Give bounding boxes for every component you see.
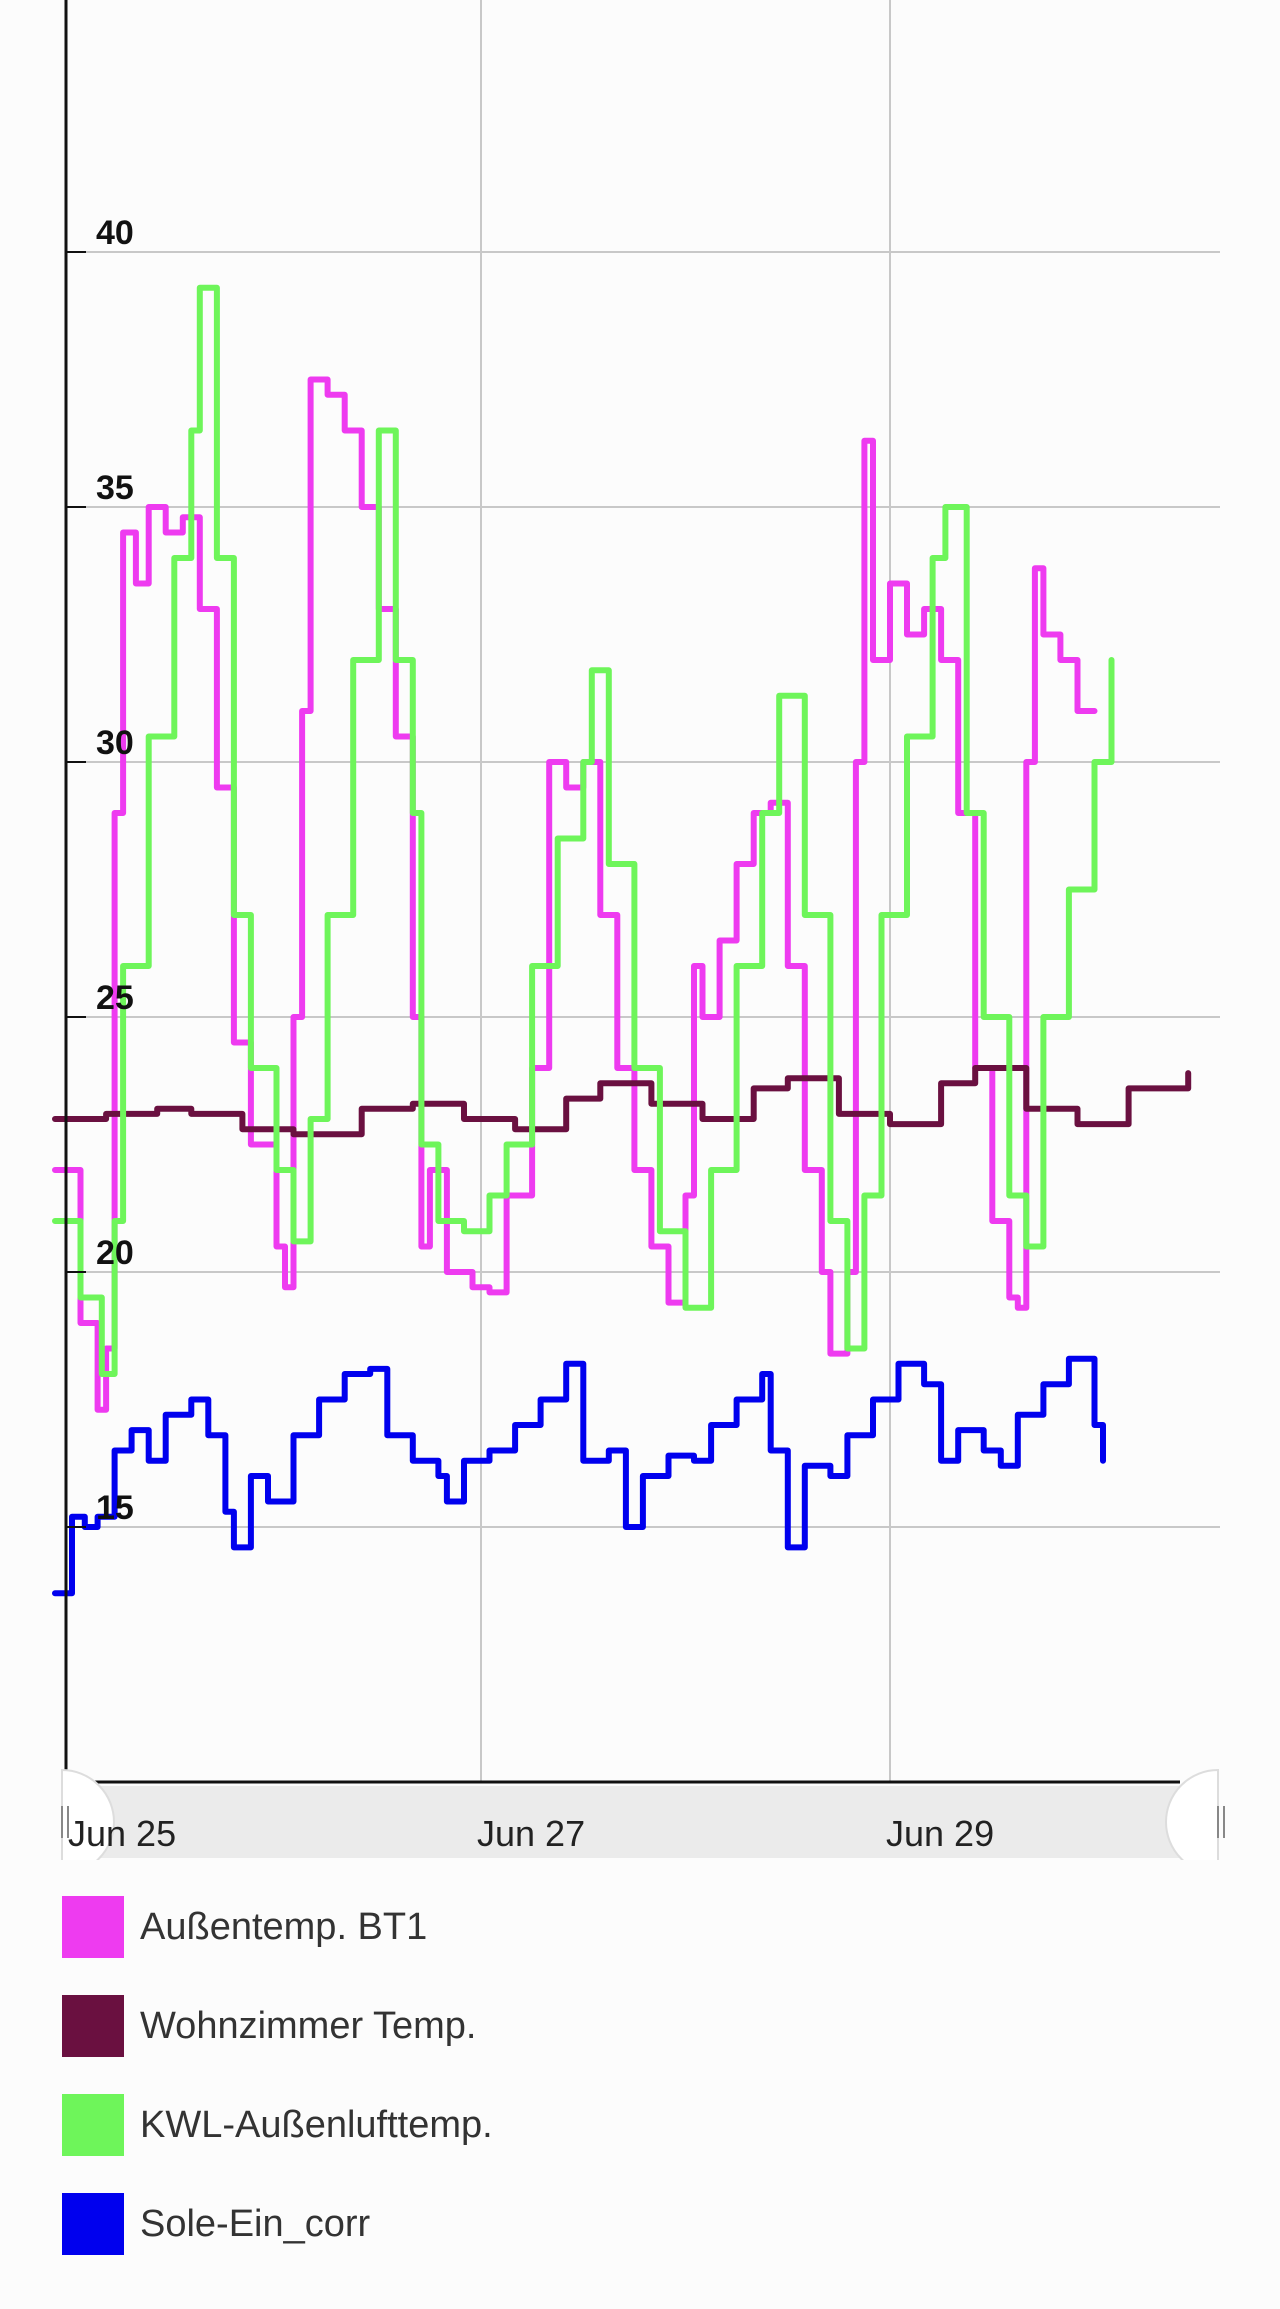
series-line xyxy=(52,284,1115,1377)
y-tick-label: 25 xyxy=(96,979,134,1017)
legend: Außentemp. BT1 Wohnzimmer Temp. KWL-Auße… xyxy=(62,1895,493,2291)
series-line xyxy=(52,1355,1106,1597)
y-tick-label: 30 xyxy=(96,724,134,762)
x-tick-labels: Jun 25 Jun 27 Jun 29 xyxy=(68,1813,994,1854)
grid xyxy=(66,0,1220,1782)
legend-item[interactable]: Außentemp. BT1 xyxy=(62,1895,493,1959)
scrollbar-right-handle xyxy=(1165,1768,1219,1860)
chart: 15 20 25 30 35 40 Jun 25 Jun 27 Jun 29 xyxy=(52,0,1225,1860)
legend-label: KWL-Außenlufttemp. xyxy=(140,2103,493,2146)
y-tick-label: 35 xyxy=(96,469,134,507)
range-scrollbar[interactable] xyxy=(61,1768,1225,1860)
y-tick-label: 15 xyxy=(96,1489,134,1527)
scrollbar-left-handle xyxy=(61,1768,115,1860)
series-lines xyxy=(52,284,1192,1597)
legend-swatch xyxy=(62,2094,124,2156)
scrollbar-track xyxy=(62,1786,1182,1858)
legend-swatch xyxy=(62,1896,124,1958)
legend-item[interactable]: Wohnzimmer Temp. xyxy=(62,1994,493,2058)
legend-swatch xyxy=(62,1995,124,2057)
x-tick-label: Jun 27 xyxy=(477,1813,585,1854)
x-tick-label: Jun 29 xyxy=(886,1813,994,1854)
legend-label: Außentemp. BT1 xyxy=(140,1905,428,1948)
series-line xyxy=(52,1065,1192,1138)
y-tick-labels: 15 20 25 30 35 40 xyxy=(96,214,134,1527)
legend-label: Sole-Ein_corr xyxy=(140,2202,371,2245)
legend-item[interactable]: Sole-Ein_corr xyxy=(62,2192,493,2256)
y-tick-label: 40 xyxy=(96,214,134,252)
legend-label: Wohnzimmer Temp. xyxy=(140,2004,477,2047)
series-line xyxy=(52,376,1098,1413)
line-chart: 15 20 25 30 35 40 Jun 25 Jun 27 Jun 29 xyxy=(52,0,1225,1860)
x-tick-label: Jun 25 xyxy=(68,1813,176,1854)
y-tick-label: 20 xyxy=(96,1234,134,1272)
legend-swatch xyxy=(62,2193,124,2255)
legend-item[interactable]: KWL-Außenlufttemp. xyxy=(62,2093,493,2157)
axes xyxy=(64,0,1180,1784)
